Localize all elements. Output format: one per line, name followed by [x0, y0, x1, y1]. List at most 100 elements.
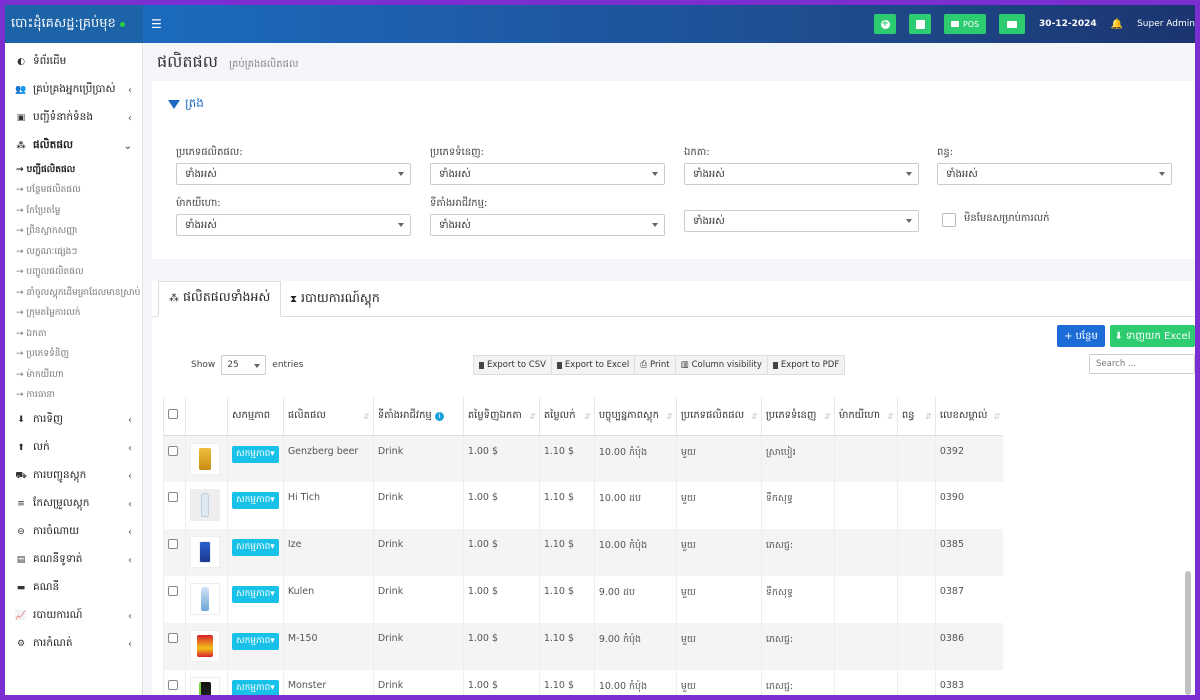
submenu-item-price-groups[interactable]: → ក្រុមតម្លៃការលក់ [16, 308, 81, 319]
tab-stock-report[interactable]: ⧗ របាយការណ៍ស្តុក [290, 281, 380, 317]
cash-button[interactable] [999, 14, 1026, 34]
column-header-brand[interactable]: ម៉ាកយីហោ ⇵ [833, 397, 898, 436]
submenu-item-add-product[interactable]: → បន្ថែមផលិតផល [16, 185, 81, 196]
product-type-cell: មួយ [675, 670, 762, 695]
column-header-tax[interactable]: ពន្ធ ⇵ [896, 397, 936, 436]
chevron-left-icon: ‹ [128, 610, 132, 622]
add-product-button[interactable]: + បន្ថែម [1057, 325, 1105, 347]
submenu-item-update-price[interactable]: → កែប្រែតម្លៃ [16, 205, 61, 216]
sidebar-item-home[interactable]: ◐ ទំព័រដើម [5, 48, 142, 76]
row-checkbox[interactable] [168, 492, 178, 502]
status-select[interactable]: ទាំងអស់ [684, 210, 919, 232]
page-title: ផលិតផល [157, 52, 218, 71]
column-visibility-button[interactable]: ▥ Column visibility [676, 356, 768, 374]
sidebar-item-stock-adjustment[interactable]: ≡ កែសម្រួលស្តុក ‹ [5, 490, 142, 518]
submenu-item-categories[interactable]: → ប្រភេទទំនិញ [16, 349, 70, 360]
sidebar-item-contacts[interactable]: ▣ បញ្ជីទំនាក់ទំនង ‹ [5, 104, 142, 132]
row-actions-button[interactable]: សកម្មភាព▾ [232, 633, 279, 650]
row-actions-button[interactable]: សកម្មភាព▾ [232, 539, 279, 556]
filter-toggle[interactable]: ត្រង [168, 95, 204, 113]
submenu-item-brands[interactable]: → ម៉ាកយីហោ [16, 369, 64, 380]
submenu-item-opening-stock[interactable]: → នាំចូលស្តុកដើមគ្រាដែលមានស្រាប់ [16, 287, 141, 298]
bell-icon[interactable]: 🔔 [1110, 18, 1124, 30]
row-checkbox[interactable] [168, 633, 178, 643]
search-input[interactable] [1089, 354, 1195, 374]
sidebar-item-payment-accounts[interactable]: ▤ គណនីទូទាត់ ‹ [5, 546, 142, 574]
add-button[interactable]: + [874, 14, 897, 34]
tax-cell [896, 435, 936, 482]
table-header-row: សកម្មភាព ផលិតផល ⇵ ទីតាំងអាជីវកម្ម i តម្លៃ… [163, 397, 1004, 436]
row-checkbox[interactable] [168, 539, 178, 549]
tax-cell [896, 529, 936, 576]
sidebar-item-accounts[interactable]: ▬ គណនី [5, 574, 142, 602]
product-type-cell: មួយ [675, 529, 762, 576]
submenu-item-variations[interactable]: → លក្ខណៈផ្សេងៗ [16, 246, 78, 257]
location-select[interactable]: ទាំងអស់ [430, 214, 665, 236]
product-image [190, 677, 220, 695]
product-image [190, 536, 220, 568]
sidebar-item-purchases[interactable]: ⬇ ការទិញ ‹ [5, 406, 142, 434]
row-actions-button[interactable]: សកម្មភាព▾ [232, 492, 279, 509]
sidebar-item-stock-transfers[interactable]: ⛟ ការបញ្ជូនស្តុក ‹ [5, 462, 142, 490]
column-header-location[interactable]: ទីតាំងអាជីវកម្ម i [372, 397, 464, 436]
row-checkbox[interactable] [168, 586, 178, 596]
row-actions-button[interactable]: សកម្មភាព▾ [232, 680, 279, 695]
sidebar-item-users[interactable]: 👥 គ្រប់គ្រងអ្នកប្រើប្រាស់ ‹ [5, 76, 142, 104]
column-header-sku[interactable]: លេខសម្គាល់ ⇵ [934, 397, 1004, 436]
brand-select[interactable]: ទាំងអស់ [176, 214, 411, 236]
tax-select[interactable]: ទាំងអស់ [937, 163, 1172, 185]
download-excel-button[interactable]: ⬇ ទាញយក Excel [1110, 325, 1195, 347]
select-all-checkbox[interactable] [168, 409, 178, 420]
file-pdf-icon [772, 361, 778, 369]
table-scrollbar[interactable] [1185, 571, 1191, 695]
category-cell: ទឹកសុទ្ធ [760, 482, 835, 529]
chevron-left-icon: ‹ [128, 84, 132, 96]
info-icon[interactable]: i [434, 412, 444, 422]
page-length-select[interactable]: 25 [221, 355, 267, 375]
export-csv-button[interactable]: Export to CSV [474, 356, 552, 374]
product-image [190, 630, 220, 662]
calculator-button[interactable] [909, 14, 932, 34]
column-header-category[interactable]: ប្រភេទទំនេញ ⇵ [760, 397, 835, 436]
submenu-item-warranties[interactable]: → ការធានា [16, 390, 55, 401]
brand[interactable]: បោះដុំគេសដ្ឋ:គ្រប់មុខ [5, 5, 143, 43]
sidebar-item-label: របាយការណ៍ [33, 608, 83, 621]
sidebar-item-products[interactable]: ⁂ ផលិតផល ⌄ [5, 132, 142, 160]
column-header-sell-price[interactable]: តម្លៃលក់ ⇵ [538, 397, 595, 436]
products-submenu: → បញ្ជីផលិតផល → បន្ថែមផលិតផល → កែប្រែតម្… [5, 160, 142, 406]
submenu-item-print-labels[interactable]: → ព្រីនស្លាកសញ្ញា [16, 226, 78, 237]
sidebar-item-sales[interactable]: ⬆ លក់ ‹ [5, 434, 142, 462]
not-for-sale-checkbox[interactable] [942, 213, 956, 227]
product-type-cell: មួយ [675, 435, 762, 482]
column-header-product[interactable]: ផលិតផល ⇵ [282, 397, 374, 436]
user-menu[interactable]: Super Admin [1137, 19, 1195, 29]
category-select[interactable]: ទាំងអស់ [430, 163, 665, 185]
row-actions-button[interactable]: សកម្មភាព▾ [232, 445, 279, 463]
pos-button[interactable]: POS [944, 14, 987, 34]
unit-select[interactable]: ទាំងអស់ [684, 163, 919, 185]
sidebar-item-settings[interactable]: ⚙ ការកំណត់ ‹ [5, 630, 142, 658]
sidebar-item-reports[interactable]: 📈 របាយការណ៍ ‹ [5, 602, 142, 630]
column-header-product-type[interactable]: ប្រភេទផលិតផល ⇵ [675, 397, 762, 436]
column-header-purchase-price[interactable]: តម្លៃទិញឯកតា ⇵ [462, 397, 540, 436]
export-excel-button[interactable]: Export to Excel [552, 356, 636, 374]
column-header-current-stock[interactable]: បច្ចុប្បន្នភាពស្តុក ⇵ [593, 397, 677, 436]
export-pdf-button[interactable]: Export to PDF [768, 356, 844, 374]
submenu-item-import-products[interactable]: → បញ្ចូលផលិតផល [16, 267, 84, 278]
row-checkbox[interactable] [168, 445, 178, 456]
sort-icon: ⇵ [993, 412, 1001, 421]
tab-all-products[interactable]: ⁂ ផលិតផលទាំងអស់ [158, 281, 282, 317]
sidebar-item-expenses[interactable]: ⊖ ការចំណាយ ‹ [5, 518, 142, 546]
submenu-item-units[interactable]: → ឯកតា [16, 328, 47, 339]
row-checkbox[interactable] [168, 680, 178, 690]
submenu-item-product-list[interactable]: → បញ្ជីផលិតផល [16, 164, 76, 175]
menu-toggle-icon[interactable]: ☰ [151, 17, 162, 31]
column-header-label: ប្រភេទទំនេញ [765, 410, 817, 422]
row-actions-button[interactable]: សកម្មភាព▾ [232, 586, 279, 603]
file-excel-icon [556, 361, 562, 369]
table-row: សកម្មភាព▾ Kulen Drink 1.00 $ 1.10 $ 9.00… [163, 576, 1004, 623]
tab-label: របាយការណ៍ស្តុក [301, 289, 380, 305]
brand-cell [833, 670, 898, 695]
product-type-select[interactable]: ទាំងអស់ [176, 163, 411, 185]
print-button[interactable]: ⎙ Print [635, 356, 676, 374]
